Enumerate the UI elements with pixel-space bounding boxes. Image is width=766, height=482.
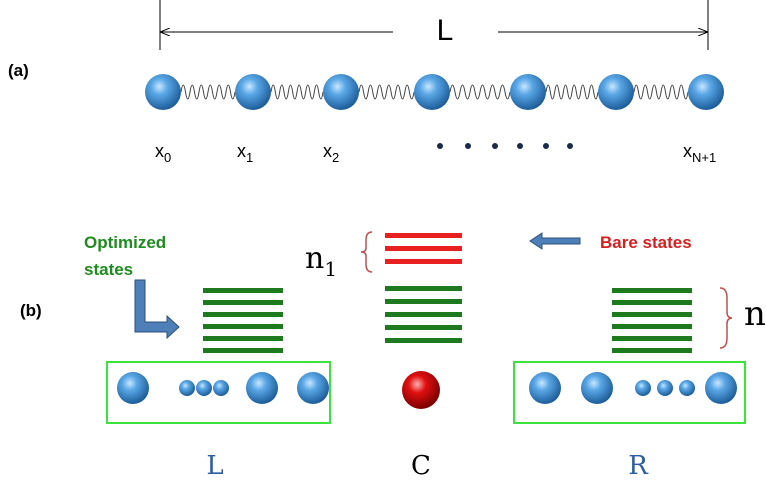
site	[213, 380, 229, 396]
position-labels: x0 x1 x2 xN+1	[155, 141, 716, 165]
level	[385, 233, 462, 238]
site	[414, 74, 450, 110]
level	[203, 348, 283, 353]
site	[117, 372, 149, 404]
position-sub: 1	[246, 150, 253, 165]
block-box	[106, 361, 331, 424]
position-label: x0	[155, 141, 171, 165]
n1-base: n	[305, 241, 324, 276]
position-sub: N+1	[692, 150, 716, 165]
chain	[145, 74, 724, 110]
length-label: L	[437, 14, 454, 47]
site	[657, 380, 673, 396]
level	[203, 324, 283, 329]
spring	[180, 84, 236, 100]
position-base: x	[237, 141, 246, 161]
left-arrow	[529, 232, 581, 250]
level	[385, 286, 462, 291]
block-label: C	[411, 451, 431, 481]
level	[612, 324, 692, 329]
site	[688, 74, 724, 110]
site	[235, 74, 271, 110]
position-label: x1	[237, 141, 253, 165]
site	[679, 380, 695, 396]
level	[203, 312, 283, 317]
ellipsis-dots	[437, 143, 573, 149]
position-base: x	[323, 141, 332, 161]
block-box	[513, 361, 746, 424]
site	[529, 372, 561, 404]
site	[246, 372, 278, 404]
bare-label: Bare states	[600, 233, 692, 252]
position-sub: 2	[332, 150, 339, 165]
level	[385, 299, 462, 304]
level	[385, 312, 462, 317]
site	[179, 380, 195, 396]
spring	[449, 84, 511, 100]
optimized-label: Optimized	[84, 233, 166, 252]
level	[612, 312, 692, 317]
panel-label: (b)	[20, 301, 42, 320]
bent-arrow	[134, 279, 180, 340]
site	[598, 74, 634, 110]
level	[385, 259, 462, 264]
level	[612, 348, 692, 353]
site	[297, 372, 329, 404]
level	[612, 336, 692, 341]
spring	[270, 84, 324, 100]
panel-label: (a)	[8, 61, 29, 80]
brace	[360, 231, 373, 273]
n-label: n	[744, 294, 766, 334]
block-label: R	[628, 451, 649, 481]
length-bar	[159, 0, 709, 50]
position-base: x	[683, 141, 692, 161]
position-label: xN+1	[683, 141, 716, 165]
level	[203, 336, 283, 341]
position-label: x2	[323, 141, 339, 165]
site	[196, 380, 212, 396]
position-sub: 0	[164, 150, 171, 165]
site	[581, 372, 613, 404]
spring	[545, 84, 599, 100]
level	[612, 288, 692, 293]
spring	[633, 84, 689, 100]
level	[385, 246, 462, 251]
optimized-label: states	[84, 260, 133, 279]
position-base: x	[155, 141, 164, 161]
levels	[203, 233, 692, 353]
spring	[358, 84, 415, 100]
level	[385, 325, 462, 330]
n1-label: n1	[305, 241, 337, 281]
brace	[719, 287, 733, 349]
center-site	[402, 371, 440, 409]
level	[203, 288, 283, 293]
block-sites	[117, 371, 737, 409]
level	[203, 300, 283, 305]
n1-sub: 1	[324, 257, 337, 281]
site	[145, 74, 181, 110]
level	[612, 300, 692, 305]
springs	[180, 84, 689, 100]
level	[385, 338, 462, 343]
site	[323, 74, 359, 110]
site	[510, 74, 546, 110]
block-label: L	[206, 451, 223, 481]
site	[705, 372, 737, 404]
site	[635, 380, 651, 396]
